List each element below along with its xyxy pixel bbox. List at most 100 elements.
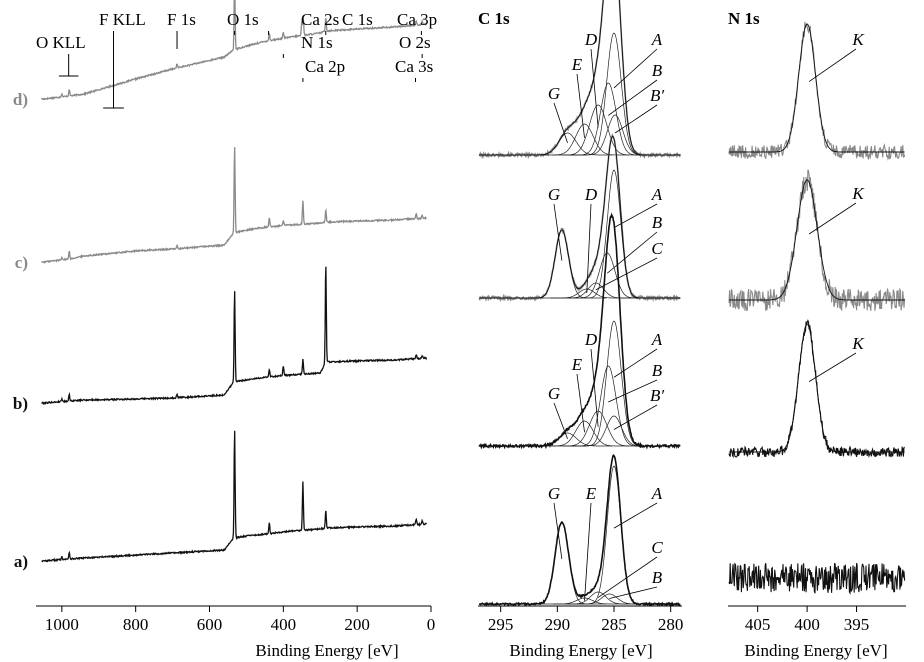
c1s-label-leader bbox=[584, 502, 592, 601]
c1s-label-leader bbox=[553, 102, 568, 144]
n1s-panel: N 1s 405 400 395 K K K bbox=[728, 9, 906, 634]
n1s-fit-line bbox=[729, 179, 905, 301]
c1s-spectrum-line bbox=[478, 132, 681, 303]
peak-annotation-label: Ca 2s bbox=[301, 10, 339, 29]
c1s-panel: C 1s 295 290 285 280ABB′DEGABCDGABB′DEGABCE… bbox=[478, 0, 683, 634]
c1s-component-peak bbox=[568, 415, 659, 447]
survey-x-tick-label: 200 bbox=[344, 615, 370, 634]
peak-annotation-label: Ca 3s bbox=[395, 57, 433, 76]
c1s-component-peak bbox=[568, 465, 659, 605]
c1s-component-peak bbox=[561, 252, 652, 299]
peak-annotation-label: Ca 2p bbox=[305, 57, 345, 76]
survey-series-line bbox=[40, 0, 428, 101]
survey-x-tick-label: 1000 bbox=[45, 615, 79, 634]
peak-annotation-label: F 1s bbox=[167, 10, 196, 29]
c1s-component-label: B′ bbox=[650, 86, 664, 105]
c1s-fit-envelope bbox=[479, 214, 681, 447]
c1s-label-leader bbox=[608, 79, 658, 116]
c1s-fit-envelope bbox=[479, 455, 681, 605]
survey-series-line bbox=[41, 147, 427, 265]
c1s-component-label: A bbox=[651, 484, 663, 503]
peak-annotation-label: C 1s bbox=[342, 10, 373, 29]
c1s-component-peak bbox=[550, 282, 641, 299]
c1s-component-label: B bbox=[652, 61, 663, 80]
c1s-component-label: C bbox=[651, 538, 663, 557]
c1s-component-peak bbox=[522, 132, 613, 156]
sample-label: c) bbox=[15, 253, 28, 272]
c1s-component-label: B bbox=[652, 213, 663, 232]
c1s-component-peak bbox=[516, 229, 607, 299]
c1s-title: C 1s bbox=[478, 9, 510, 28]
c1s-component-label: E bbox=[571, 355, 583, 374]
c1s-component-label: A bbox=[651, 185, 663, 204]
c1s-x-tick-label: 290 bbox=[545, 615, 571, 634]
c1s-spectrum-line bbox=[478, 454, 681, 607]
c1s-label-leader bbox=[609, 586, 658, 599]
survey-x-tick-label: 400 bbox=[271, 615, 297, 634]
survey-series-line bbox=[41, 430, 428, 563]
c1s-label-leader bbox=[613, 203, 658, 228]
survey-x-axis-label: Binding Energy [eV] bbox=[255, 641, 398, 660]
c1s-component-label: D bbox=[584, 30, 598, 49]
c1s-component-label: G bbox=[548, 484, 560, 503]
c1s-component-label: B bbox=[652, 568, 663, 587]
sample-label: d) bbox=[13, 90, 28, 109]
c1s-label-leader bbox=[608, 379, 658, 403]
c1s-label-leader bbox=[613, 48, 658, 89]
n1s-component-label: K bbox=[851, 184, 865, 203]
n1s-x-tick-label: 395 bbox=[844, 615, 870, 634]
n1s-label-leader bbox=[808, 48, 857, 82]
c1s-component-label: E bbox=[585, 484, 597, 503]
c1s-component-label: D bbox=[584, 330, 598, 349]
peak-annotation-label: Ca 3p bbox=[397, 10, 437, 29]
sample-label: a) bbox=[14, 552, 28, 571]
c1s-component-label: B bbox=[652, 361, 663, 380]
n1s-x-axis-label: Binding Energy [eV] bbox=[744, 641, 887, 660]
n1s-component-label: K bbox=[851, 30, 865, 49]
c1s-component-peak bbox=[568, 169, 659, 299]
n1s-fit-line bbox=[729, 23, 905, 153]
n1s-title: N 1s bbox=[728, 9, 760, 28]
n1s-component-label: K bbox=[851, 334, 865, 353]
c1s-x-axis-label: Binding Energy [eV] bbox=[509, 641, 652, 660]
c1s-component-label: D bbox=[584, 185, 598, 204]
c1s-component-peak bbox=[541, 288, 632, 299]
c1s-component-label: A bbox=[651, 330, 663, 349]
c1s-component-peak bbox=[539, 597, 630, 605]
n1s-spectrum-line bbox=[728, 169, 906, 312]
n1s-fit-line bbox=[729, 323, 905, 453]
n1s-x-tick-label: 400 bbox=[794, 615, 820, 634]
c1s-spectrum-line bbox=[478, 212, 681, 450]
peak-annotation-label: O 1s bbox=[227, 10, 259, 29]
c1s-label-leader bbox=[576, 373, 585, 433]
c1s-x-tick-label: 285 bbox=[601, 615, 627, 634]
sample-label: b) bbox=[13, 394, 28, 413]
c1s-component-label: A bbox=[651, 30, 663, 49]
c1s-label-leader bbox=[590, 48, 599, 128]
c1s-fit-envelope bbox=[479, 0, 681, 156]
peak-annotation-label: O KLL bbox=[36, 33, 86, 52]
c1s-label-leader bbox=[553, 402, 568, 439]
c1s-label-leader bbox=[613, 348, 658, 378]
c1s-label-leader bbox=[553, 203, 563, 261]
survey-x-tick-label: 800 bbox=[123, 615, 149, 634]
survey-x-tick-label: 0 bbox=[427, 615, 436, 634]
c1s-component-peak bbox=[539, 420, 630, 447]
n1s-spectrum-line bbox=[728, 562, 906, 595]
c1s-label-leader bbox=[597, 556, 658, 598]
n1s-label-leader bbox=[808, 352, 857, 382]
c1s-x-tick-label: 280 bbox=[658, 615, 684, 634]
n1s-x-tick-label: 405 bbox=[745, 615, 771, 634]
c1s-label-leader bbox=[614, 104, 658, 134]
c1s-component-label: C bbox=[651, 239, 663, 258]
c1s-component-label: E bbox=[571, 55, 583, 74]
c1s-label-leader bbox=[606, 231, 658, 274]
survey-x-tick-label: 600 bbox=[197, 615, 223, 634]
peak-annotation-label: F KLL bbox=[99, 10, 146, 29]
c1s-component-label: B′ bbox=[650, 386, 664, 405]
c1s-label-leader bbox=[613, 404, 658, 430]
peak-annotation-label: O 2s bbox=[399, 33, 431, 52]
c1s-component-peak bbox=[516, 521, 607, 605]
c1s-component-label: G bbox=[548, 185, 560, 204]
